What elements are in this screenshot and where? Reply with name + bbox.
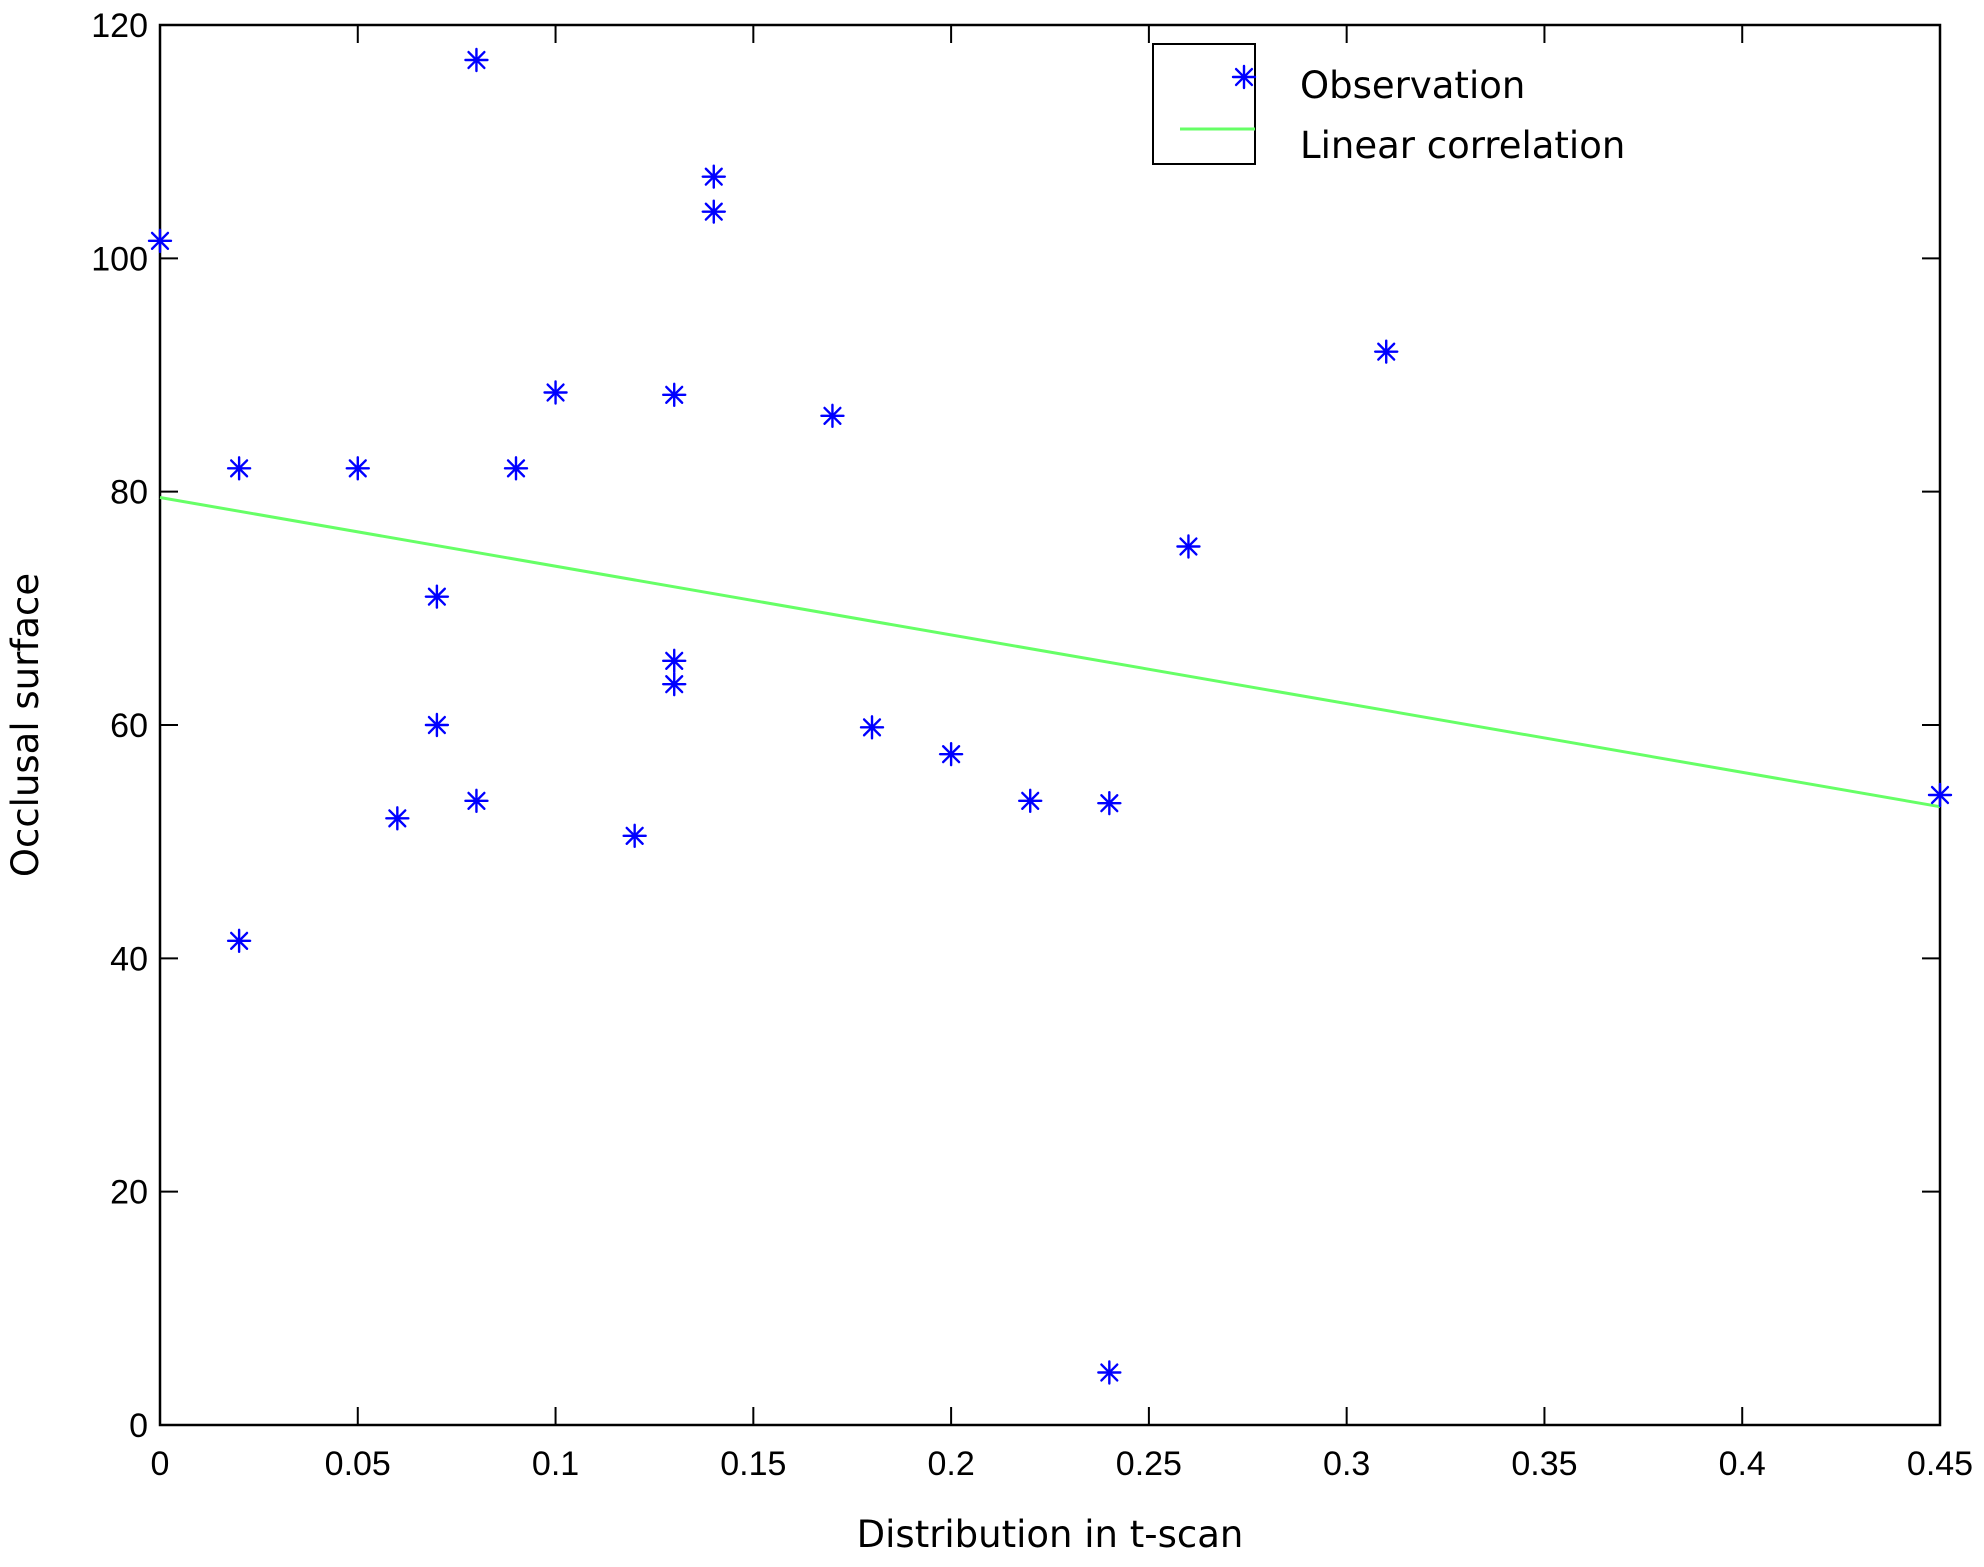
x-tick-label: 0	[151, 1445, 170, 1483]
x-tick-label: 0.05	[325, 1445, 391, 1483]
observation-point	[543, 380, 568, 405]
x-tick-label: 0.25	[1116, 1445, 1182, 1483]
axis-ticks	[159, 24, 1941, 1426]
plot-area	[158, 23, 1942, 1427]
x-tick-label: 0.4	[1719, 1445, 1766, 1483]
x-tick-label: 0.3	[1323, 1445, 1370, 1483]
observation-point	[820, 403, 845, 429]
observation-point	[622, 823, 647, 849]
observation-point	[503, 456, 529, 481]
observation-point	[859, 715, 885, 740]
legend-label-observation: Observation	[1300, 64, 1525, 107]
x-tick-label: 0.2	[927, 1445, 974, 1483]
observation-point	[226, 928, 252, 954]
observation-point	[226, 456, 252, 481]
correlation-line-layer	[159, 496, 1941, 809]
y-tick-label: 20	[110, 1174, 148, 1212]
y-tick-label: 40	[110, 940, 148, 978]
y-tick-label: 0	[129, 1407, 148, 1445]
observation-point	[345, 456, 370, 481]
legend-asterisk-icon	[1231, 64, 1257, 90]
legend-observation-marker	[1231, 64, 1257, 90]
observation-point	[424, 712, 450, 738]
observation-point	[1176, 534, 1201, 559]
y-tick-label: 100	[91, 240, 148, 278]
observation-point	[147, 228, 173, 254]
legend: Observation Linear correlation	[1152, 43, 1625, 167]
x-tick-label: 0.15	[720, 1445, 786, 1483]
legend-label-linear-correlation: Linear correlation	[1300, 124, 1625, 167]
observation-point	[701, 199, 726, 224]
y-axis-title: Occlusal surface	[4, 573, 47, 877]
y-tick-label: 60	[110, 707, 148, 745]
x-axis-title: Distribution in t-scan	[857, 1513, 1244, 1556]
observation-points-layer	[147, 47, 1953, 1385]
observation-point	[424, 584, 450, 609]
observation-point	[938, 741, 964, 767]
observation-point	[385, 806, 410, 831]
observation-point	[662, 671, 687, 697]
observation-point	[1927, 782, 1953, 808]
observation-point	[464, 788, 489, 814]
observation-point	[1097, 1360, 1122, 1385]
observation-point	[1097, 790, 1122, 816]
linear-correlation-line	[159, 496, 1941, 809]
x-tick-labels: 0 0.05 0.1 0.15 0.2 0.25 0.3 0.35 0.4 0.45	[151, 1445, 1974, 1483]
observation-point	[662, 648, 687, 674]
x-tick-label: 0.1	[532, 1445, 579, 1483]
legend-box	[1152, 43, 1256, 165]
y-tick-label: 120	[91, 7, 148, 45]
x-tick-label: 0.45	[1907, 1445, 1973, 1483]
observation-point	[701, 164, 726, 189]
observation-point	[662, 382, 687, 408]
y-tick-labels: 0 20 40 60 80 100 120	[91, 7, 148, 1445]
observation-point	[464, 47, 489, 73]
y-tick-label: 80	[110, 474, 148, 512]
observation-point	[1018, 788, 1043, 814]
x-tick-label: 0.35	[1511, 1445, 1577, 1483]
observation-point	[1374, 339, 1399, 364]
